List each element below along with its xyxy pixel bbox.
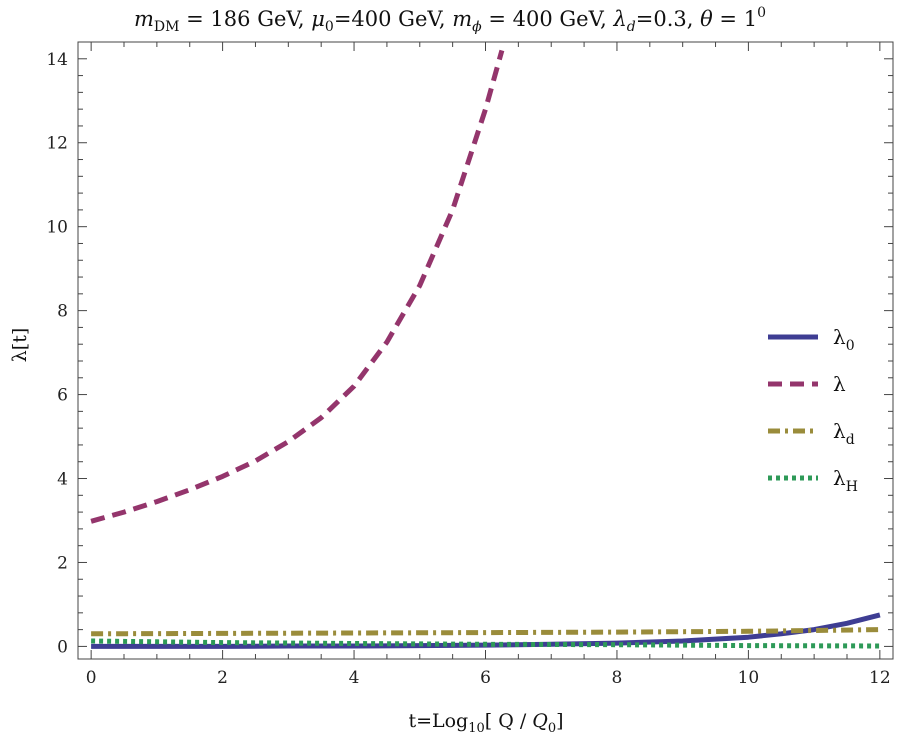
legend-label: λH (833, 466, 858, 495)
y-tick-label: 4 (57, 470, 68, 490)
title-m-phi-sub: ϕ (472, 19, 482, 35)
x-axis-label: t=Log10[ Q / Q0] (408, 710, 563, 736)
title-m-dm: m (134, 7, 154, 31)
y-tick-label: 12 (46, 134, 68, 154)
x-label-q-sub: 0 (548, 721, 556, 736)
title-theta-sup: 0 (757, 5, 766, 21)
x-tick-label: 12 (869, 668, 891, 688)
x-tick-label: 2 (217, 668, 228, 688)
legend-label: λ (833, 372, 846, 396)
x-label-sub: 10 (468, 721, 485, 736)
series-line-0 (91, 612, 881, 649)
x-tick-label: 6 (480, 668, 491, 688)
y-tick-label: 0 (57, 637, 68, 657)
x-label-post: [ Q / (485, 710, 533, 732)
series-line-main (90, 49, 505, 524)
title-theta-value: = 1 (713, 7, 757, 31)
title-lambda-value: =0.3, (636, 7, 700, 31)
title-m-dm-value: = 186 GeV, (179, 7, 311, 31)
x-label-q: Q (532, 710, 548, 732)
x-tick-label: 4 (349, 668, 360, 688)
legend-label: λ0 (833, 325, 855, 354)
x-tick-label: 0 (86, 668, 97, 688)
title-lambda-sub: d (627, 19, 636, 35)
y-tick-label: 10 (46, 218, 68, 238)
series-line-d (91, 627, 880, 637)
legend-label: λd (833, 419, 855, 448)
y-tick-label: 14 (46, 50, 68, 70)
y-tick-label: 8 (57, 302, 68, 322)
title-m-phi: m (452, 7, 472, 31)
y-tick-label: 6 (57, 386, 68, 406)
x-tick-label: 10 (738, 668, 760, 688)
y-axis-label: λ[t] (9, 328, 31, 363)
title-lambda: λ (612, 7, 626, 31)
x-tick-label: 8 (612, 668, 623, 688)
axis-ticks (78, 42, 893, 659)
title-mu-sub: 0 (325, 19, 334, 35)
series-line-h (91, 638, 880, 649)
chart-title: mDM = 186 GeV, μ0=400 GeV, mϕ = 400 GeV,… (134, 5, 766, 35)
title-mu: μ (311, 7, 325, 31)
y-tick-label: 2 (57, 553, 68, 573)
x-label-end: ] (556, 710, 563, 732)
series-layer (90, 49, 881, 649)
title-m-phi-value: = 400 GeV, (482, 7, 614, 31)
title-m-dm-sub: DM (154, 19, 180, 35)
x-label-pre: t=Log (408, 710, 468, 732)
legend: λ0 λ λd λH (768, 325, 858, 495)
title-mu-value: =400 GeV, (334, 7, 452, 31)
title-theta: θ (700, 7, 713, 31)
plot-frame (77, 41, 894, 660)
axis-tick-labels: 0 2 4 6 8 10 12 0 2 4 6 8 10 12 14 (46, 50, 890, 688)
